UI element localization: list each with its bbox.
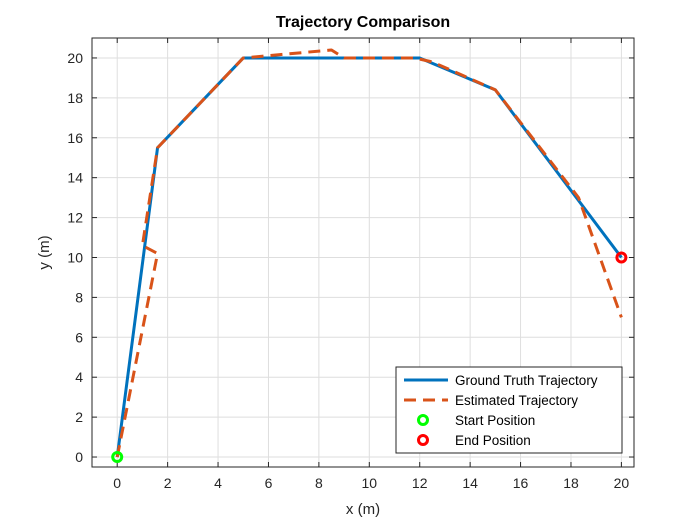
x-tick-label: 2 [164, 475, 172, 491]
y-tick-label: 4 [75, 369, 83, 385]
y-tick-label: 6 [75, 329, 83, 345]
legend-marker-start-position [417, 414, 429, 426]
y-tick-label: 14 [67, 170, 83, 186]
axes-box [91, 37, 635, 468]
x-axis-label: x (m) [346, 501, 380, 518]
x-tick-label: 0 [113, 475, 121, 491]
y-tick-label: 20 [67, 50, 83, 66]
legend-marker-end-position [417, 434, 429, 446]
x-tick-label: 20 [614, 475, 630, 491]
y-axis-label: y (m) [36, 235, 53, 269]
axis-ticks: 0 2 4 6 8 10 12 14 16 18 20 0 2 4 6 8 10 12 14 16 18 20 [67, 38, 634, 491]
y-tick-label: 10 [67, 249, 83, 265]
y-tick-label: 0 [75, 449, 83, 465]
chart-title: Trajectory Comparison [276, 14, 450, 31]
legend-label-start-position: Start Position [455, 413, 535, 428]
x-tick-label: 18 [563, 475, 579, 491]
y-tick-label: 16 [67, 130, 83, 146]
legend-label-estimated-trajectory: Estimated Trajectory [455, 393, 578, 408]
x-tick-label: 6 [265, 475, 273, 491]
x-tick-label: 4 [214, 475, 222, 491]
series-line-estimated-trajectory [115, 48, 623, 458]
legend: Ground Truth Trajectory Estimated Traject… [395, 366, 623, 454]
y-tick-label: 2 [75, 409, 83, 425]
legend-label-end-position: End Position [455, 433, 531, 448]
marker-end-position [615, 251, 628, 264]
legend-label-ground-truth-trajectory: Ground Truth Trajectory [455, 373, 598, 388]
x-tick-label: 14 [462, 475, 478, 491]
y-tick-label: 8 [75, 289, 83, 305]
y-tick-label: 12 [67, 210, 83, 226]
marker-start-position [111, 451, 124, 464]
y-tick-label: 18 [67, 90, 83, 106]
x-tick-label: 8 [315, 475, 323, 491]
x-tick-label: 16 [513, 475, 529, 491]
x-tick-label: 10 [362, 475, 378, 491]
series-layer [111, 48, 628, 464]
x-tick-label: 12 [412, 475, 428, 491]
